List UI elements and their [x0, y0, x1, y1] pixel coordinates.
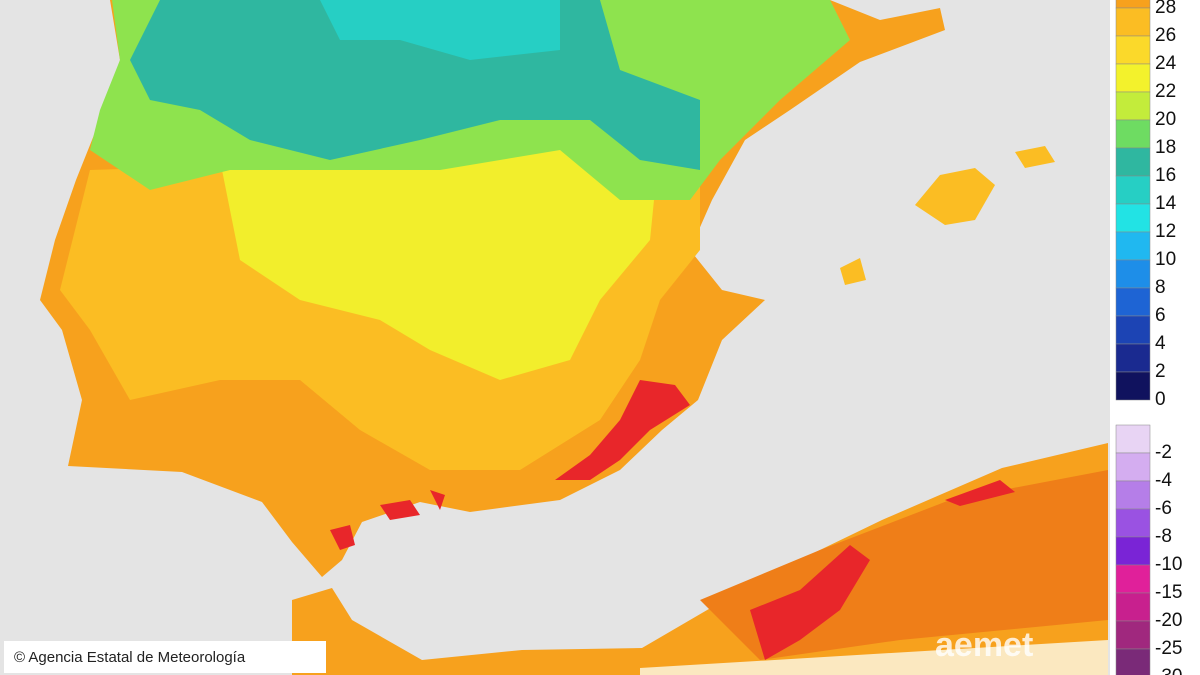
legend-swatch — [1115, 119, 1151, 149]
desert-strip — [640, 640, 1108, 675]
legend-swatch — [1115, 592, 1151, 622]
legend-label: -25 — [1155, 638, 1182, 659]
legend-label: 28 — [1155, 0, 1176, 18]
legend-swatch — [1115, 35, 1151, 65]
legend-label: -30 — [1155, 666, 1182, 675]
legend-label: -2 — [1155, 442, 1172, 463]
legend-swatch — [1115, 564, 1151, 594]
island — [915, 168, 995, 225]
credit: © Agencia Estatal de Meteorología — [14, 649, 246, 666]
legend-label: 18 — [1155, 137, 1176, 158]
logo: aemet — [935, 626, 1033, 664]
legend-swatch — [1115, 7, 1151, 37]
legend-swatch — [1115, 424, 1151, 454]
legend-label: 16 — [1155, 165, 1176, 186]
credit-box — [4, 641, 326, 673]
legend-swatch — [1115, 203, 1151, 233]
legend-swatch — [1115, 91, 1151, 121]
legend-swatch — [1115, 620, 1151, 650]
hot-spot — [750, 480, 1015, 660]
legend-swatch — [1115, 452, 1151, 482]
legend-label: -6 — [1155, 498, 1172, 519]
legend-label: -20 — [1155, 610, 1182, 631]
legend-label: 22 — [1155, 81, 1176, 102]
legend-swatch — [1115, 343, 1151, 373]
legend-swatch — [1115, 287, 1151, 317]
legend-swatch — [1115, 147, 1151, 177]
cool-patch — [320, 0, 560, 60]
legend-label: -8 — [1155, 526, 1172, 547]
hot-spot — [330, 490, 445, 550]
legend-swatch — [1115, 480, 1151, 510]
legend-label: 10 — [1155, 249, 1176, 270]
legend-label: -10 — [1155, 554, 1182, 575]
legend-swatch — [1115, 259, 1151, 289]
island — [840, 258, 866, 285]
legend-swatch — [1115, 63, 1151, 93]
legend-label: 26 — [1155, 25, 1176, 46]
legend-label: 8 — [1155, 277, 1166, 298]
legend-label: 2 — [1155, 361, 1166, 382]
legend-swatch — [1115, 315, 1151, 345]
legend-label: 6 — [1155, 305, 1166, 326]
yellow-zone — [220, 140, 660, 380]
legend-swatch — [1115, 175, 1151, 205]
legend-swatch — [1115, 508, 1151, 538]
legend-swatch — [1115, 0, 1151, 9]
hot-spot — [555, 380, 690, 480]
legend-label: 12 — [1155, 221, 1176, 242]
legend-label: 14 — [1155, 193, 1177, 214]
legend-label: -4 — [1155, 470, 1172, 491]
legend-label: 4 — [1155, 333, 1166, 354]
legend-label: 0 — [1155, 389, 1166, 410]
legend-swatch — [1115, 536, 1151, 566]
legend-swatch — [1115, 371, 1151, 401]
legend-swatch — [1115, 648, 1151, 675]
legend-swatch — [1115, 231, 1151, 261]
island — [1015, 146, 1055, 168]
legend-label: 24 — [1155, 53, 1177, 74]
legend: 2826242220181614121086420-2-4-6-8-10-15-… — [1115, 0, 1182, 675]
legend-label: -15 — [1155, 582, 1182, 603]
legend-label: 20 — [1155, 109, 1176, 130]
